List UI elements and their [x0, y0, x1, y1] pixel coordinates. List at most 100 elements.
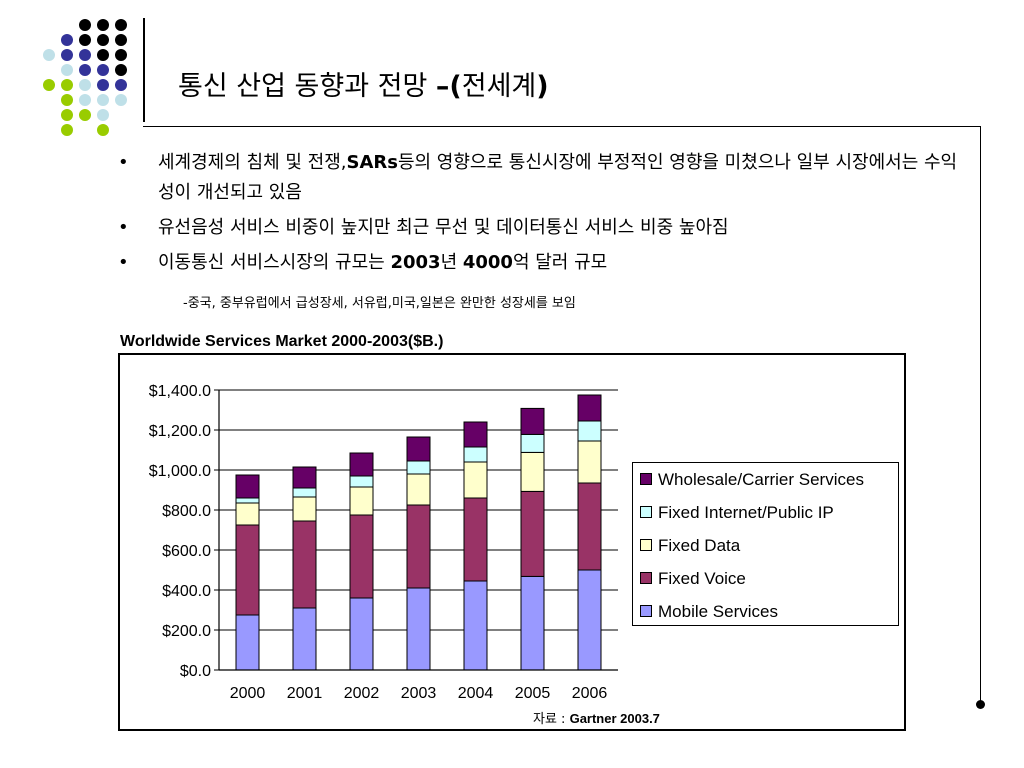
decorative-dot	[97, 34, 109, 46]
decorative-dot	[115, 94, 127, 106]
x-tick-label: 2006	[572, 685, 608, 702]
decorative-dot	[79, 49, 91, 61]
decorative-dot-grid	[43, 19, 127, 136]
bar-segment	[577, 440, 602, 484]
x-tick-label: 2003	[401, 685, 437, 702]
decorative-dot	[115, 79, 127, 91]
decorative-dot	[97, 94, 109, 106]
legend-item: Wholesale/Carrier Services	[640, 470, 864, 490]
decorative-dot	[97, 49, 109, 61]
legend-swatch	[640, 605, 652, 618]
title-close: )	[536, 71, 549, 102]
bullet-text: 유선음성 서비스 비중이 높지만 최근 무선 및 데이터통신 서비스 비중 높아…	[158, 217, 729, 238]
x-tick-label: 2005	[515, 685, 551, 702]
bullet-item: • 세계경제의 침체 및 전쟁,SARs등의 영향으로 통신시장에 부정적인 영…	[118, 148, 968, 208]
stacked-bar-chart: $0.0 $200.0 $400.0 $600.0 $800.0 $1,000.0 $1,2…	[149, 383, 618, 702]
bullet-bold-year: 2003	[390, 252, 441, 273]
bar-segment	[292, 496, 317, 522]
bar-segment	[349, 597, 374, 671]
bullet-text: 세계경제의 침체 및 전쟁,	[158, 152, 347, 173]
y-tick-label: $200.0	[162, 623, 211, 640]
legend-swatch	[640, 539, 652, 552]
x-tick-label: 2001	[287, 685, 323, 702]
legend-item: Fixed Data	[640, 536, 740, 556]
decorative-dot	[61, 79, 73, 91]
bullet-marker: •	[118, 252, 129, 273]
decorative-dot	[61, 94, 73, 106]
bullet-bold-amount: 4000	[462, 252, 513, 273]
header-vertical-divider	[143, 18, 145, 122]
bullet-list: • 세계경제의 침체 및 전쟁,SARs등의 영향으로 통신시장에 부정적인 영…	[118, 148, 968, 283]
decorative-dot	[61, 49, 73, 61]
legend-label: Fixed Internet/Public IP	[658, 503, 834, 522]
slide-title: 통신 산업 동향과 전망 –(전세계)	[178, 64, 549, 103]
y-tick-label: $400.0	[162, 583, 211, 600]
decorative-dot	[97, 79, 109, 91]
bullet-bold: SARs	[346, 152, 398, 173]
bar-segment	[520, 575, 545, 671]
bar-segment	[235, 497, 260, 504]
decorative-dot	[115, 64, 127, 76]
bar-segment	[463, 446, 488, 463]
decorative-dot	[97, 19, 109, 31]
bullet-marker: •	[118, 217, 129, 238]
title-dash: –(	[435, 71, 462, 102]
decorative-dot	[79, 109, 91, 121]
y-tick-label: $600.0	[162, 543, 211, 560]
bullet-text: 이동통신 서비스시장의 규모는	[158, 252, 391, 273]
bar-segment	[520, 451, 545, 492]
chart-frame	[118, 353, 906, 731]
bullet-text-tail: 억 달러 규모	[512, 252, 608, 273]
bar-segment	[520, 490, 545, 577]
decorative-dot	[61, 64, 73, 76]
legend-swatch	[640, 506, 652, 519]
decorative-dot	[79, 94, 91, 106]
decorative-dot	[61, 109, 73, 121]
bar-segment	[406, 587, 431, 671]
bar-segment	[235, 474, 260, 499]
decorative-dot	[79, 34, 91, 46]
decorative-dot	[97, 124, 109, 136]
header-horizontal-divider	[143, 126, 981, 127]
bar-segment	[577, 394, 602, 422]
decorative-dot	[97, 109, 109, 121]
bar-segment	[349, 486, 374, 516]
chart-legend: Wholesale/Carrier Services Fixed Internet…	[632, 462, 899, 626]
bar-segment	[406, 436, 431, 462]
sub-note: -중국, 중부유럽에서 급성장세, 서유럽,미국,일본은 완만한 성장세를 보임	[183, 296, 576, 311]
decorative-dot	[61, 124, 73, 136]
bullet-item: • 유선음성 서비스 비중이 높지만 최근 무선 및 데이터통신 서비스 비중 …	[118, 213, 968, 243]
bar-segment	[577, 420, 602, 442]
decorative-dot	[79, 19, 91, 31]
bar-segment	[292, 466, 317, 489]
x-tick-label: 2002	[344, 685, 380, 702]
decorative-dot	[115, 34, 127, 46]
bullet-marker: •	[118, 152, 129, 173]
source-label: 자료 :	[533, 712, 570, 727]
bar-segment	[463, 580, 488, 671]
decorative-dot	[115, 19, 127, 31]
legend-label: Fixed Data	[658, 536, 741, 555]
legend-item: Fixed Internet/Public IP	[640, 503, 834, 523]
title-main: 통신 산업 동향과 전망	[178, 71, 436, 102]
y-tick-label: $0.0	[180, 663, 211, 680]
bar-segment	[577, 569, 602, 671]
decorative-dot	[79, 79, 91, 91]
x-tick-label: 2004	[458, 685, 494, 702]
chart-title: Worldwide Services Market 2000-2003($B.)	[120, 333, 444, 350]
bar-segment	[235, 614, 260, 671]
bar-segment	[463, 421, 488, 448]
source-text: Gartner 2003.7	[569, 711, 660, 726]
bar-segment	[406, 473, 431, 506]
y-tick-label: $1,400.0	[149, 383, 211, 400]
bar-segment	[463, 497, 488, 582]
decorative-dot	[97, 64, 109, 76]
y-tick-label: $1,200.0	[149, 423, 211, 440]
source-note: 자료 : Gartner 2003.7	[533, 708, 660, 727]
title-region: 전세계	[461, 71, 537, 102]
bar-segment	[235, 502, 260, 526]
decorative-dot	[79, 64, 91, 76]
bullet-text-mid: 년	[440, 252, 463, 273]
legend-label: Wholesale/Carrier Services	[658, 470, 864, 489]
bullet-item: • 이동통신 서비스시장의 규모는 2003년 4000억 달러 규모	[118, 248, 968, 278]
